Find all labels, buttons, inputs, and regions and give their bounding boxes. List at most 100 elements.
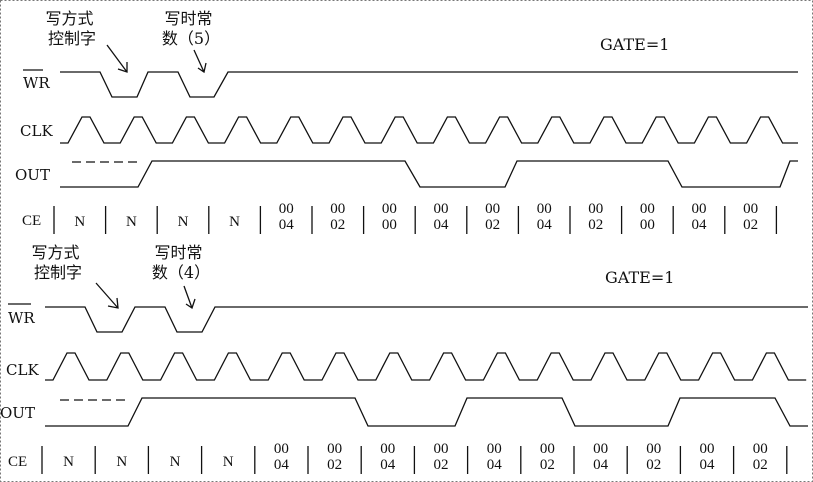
note-mode-line-1: 写方式: [31, 243, 79, 262]
ce-value-line: 00: [743, 201, 758, 217]
ce-value: 00 02: [330, 201, 345, 233]
ce-value-line: 04: [380, 457, 396, 473]
ce-value-line: 00: [330, 201, 345, 217]
ce-label-2: CE: [8, 454, 27, 470]
ce-value: 00 04: [593, 441, 609, 473]
arrow-mode-2: [95, 282, 119, 309]
ce-value: N: [178, 214, 189, 230]
ce-value-line: 00: [646, 441, 661, 457]
clk-label-1: CLK: [20, 122, 53, 140]
ce-value-line: 02: [330, 217, 345, 233]
wr-label-1: WR: [23, 74, 50, 92]
ce-value: 00 04: [700, 441, 716, 473]
ce-value-line: 02: [646, 457, 661, 473]
ce-value: 00 04: [692, 201, 708, 233]
ce-value: 00 00: [382, 201, 397, 233]
ce-value-line: 00: [593, 441, 608, 457]
ce-value: 00 04: [380, 441, 396, 473]
ce-value-line: 00: [434, 441, 449, 457]
ce-value-line: 00: [434, 201, 449, 217]
note-mode-line-2: 控制字: [34, 263, 82, 282]
ce-value-line: 02: [753, 457, 768, 473]
note-count-line-2: 数（5）: [162, 29, 220, 48]
arrow-count-2: [183, 285, 196, 310]
ce-value: 00 02: [753, 441, 768, 473]
ce-value-line: 04: [692, 217, 708, 233]
arrow-mode-1: [106, 44, 128, 73]
out-label-1: OUT: [15, 166, 50, 184]
ce-value-line: 04: [537, 217, 553, 233]
ce-value-line: 00: [485, 201, 500, 217]
ce-value: 00 02: [327, 441, 342, 473]
clk-label-2: CLK: [6, 361, 39, 379]
note-mode-control-word-1: 写方式 控制字: [45, 9, 98, 48]
ce-value: 00 02: [485, 201, 500, 233]
ce-value: 00 00: [640, 201, 655, 233]
ce-value-line: 00: [382, 201, 397, 217]
ce-value: 00 02: [743, 201, 758, 233]
gate-label-1: GATE=1: [600, 35, 669, 54]
ce-value: N: [116, 454, 127, 470]
ce-value-line: 00: [700, 441, 715, 457]
ce-value-line: 04: [700, 457, 716, 473]
ce-value-line: 00: [382, 217, 397, 233]
ce-value-line: 02: [588, 217, 603, 233]
ce-value-line: 00: [279, 201, 294, 217]
ce-value: 00 02: [540, 441, 555, 473]
ce-value-line: 00: [327, 441, 342, 457]
clk-waveform-2: [45, 352, 807, 381]
ce-value-line: 04: [434, 217, 450, 233]
note-count-line-1: 写时常: [154, 243, 202, 262]
ce-label-1: CE: [22, 213, 41, 229]
ce-value: 00 02: [588, 201, 603, 233]
ce-value: 00 04: [487, 441, 503, 473]
out-waveform-1: [60, 160, 798, 188]
ce-value: 00 04: [279, 201, 295, 233]
diagram-2: 写方式 控制字 写时常 数（4） GATE=1 WR CLK OUT CE N N…: [0, 243, 808, 474]
clk-waveform-1: [60, 116, 798, 144]
ce-value-line: 02: [327, 457, 342, 473]
note-count-value-2: 写时常 数（4）: [152, 243, 210, 282]
ce-value-line: 00: [540, 441, 555, 457]
ce-value: N: [229, 214, 240, 230]
wr-label-2: WR: [8, 309, 35, 327]
ce-value: 00 04: [537, 201, 553, 233]
ce-value-line: 04: [487, 457, 503, 473]
gate-label-2: GATE=1: [605, 268, 674, 287]
note-count-line-1: 写时常: [164, 9, 212, 28]
ce-value: N: [223, 454, 234, 470]
ce-value-line: 00: [487, 441, 502, 457]
wr-waveform-1: [60, 71, 798, 98]
ce-value: 00 04: [434, 201, 450, 233]
ce-value-line: 00: [753, 441, 768, 457]
arrow-count-1: [193, 49, 207, 74]
note-count-line-2: 数（4）: [152, 263, 210, 282]
ce-value-line: 02: [540, 457, 555, 473]
ce-value: N: [74, 214, 85, 230]
ce-value: 00 02: [646, 441, 661, 473]
ce-value: N: [170, 454, 181, 470]
ce-value-line: 00: [537, 201, 552, 217]
note-count-value-1: 写时常 数（5）: [162, 9, 220, 48]
ce-value-line: 02: [743, 217, 758, 233]
ce-value-line: 04: [274, 457, 290, 473]
note-mode-line-2: 控制字: [48, 29, 96, 48]
ce-value-line: 00: [640, 217, 655, 233]
ce-value-line: 00: [640, 201, 655, 217]
note-mode-control-word-2: 写方式 控制字: [31, 243, 84, 282]
wr-waveform-2: [45, 306, 808, 333]
ce-value-line: 04: [279, 217, 295, 233]
ce-value-line: 02: [485, 217, 500, 233]
ce-value: 00 04: [274, 441, 290, 473]
diagram-1: 写方式 控制字 写时常 数（5） GATE=1 WR CLK OUT CE N N…: [15, 9, 798, 234]
out-waveform-2: [45, 397, 808, 427]
ce-value-line: 00: [692, 201, 707, 217]
out-label-2: OUT: [0, 404, 35, 422]
note-mode-line-1: 写方式: [45, 9, 93, 28]
ce-value: N: [63, 454, 74, 470]
ce-value-line: 02: [434, 457, 449, 473]
ce-value: 00 02: [434, 441, 449, 473]
